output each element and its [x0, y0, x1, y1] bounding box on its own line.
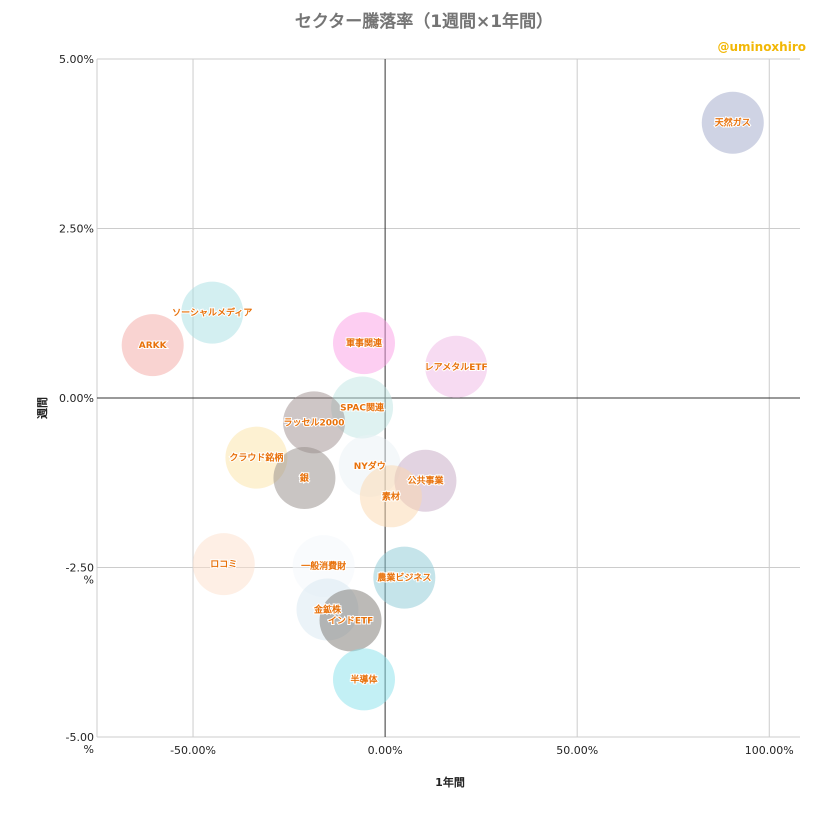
- bubble-label: クラウド銘柄: [229, 452, 283, 464]
- bubble-point: [701, 91, 764, 154]
- bubble-label: ソーシャルメディア: [172, 307, 252, 319]
- bubble-label: SPAC関連: [340, 401, 385, 413]
- bubble-label: ロコミ: [210, 559, 237, 570]
- bubble-label: レアメタルETF: [425, 361, 488, 373]
- x-tick-label: -50.00%: [170, 744, 216, 757]
- x-tick-label: 50.00%: [556, 744, 598, 757]
- y-tick-label-unit: %: [84, 743, 94, 756]
- bubble-label: 半導体: [350, 673, 378, 685]
- bubble-label: ARKK: [139, 341, 168, 351]
- bubble-label: 天然ガス: [715, 117, 751, 129]
- bubbles: [121, 91, 764, 711]
- bubble-label: ラッセル2000: [284, 417, 345, 428]
- bubble-point: [359, 465, 422, 528]
- bubble-point: [192, 533, 255, 596]
- bubble-label: 軍事関連: [346, 337, 383, 349]
- y-axis-label: 週間: [35, 397, 49, 419]
- tick-labels: 5.00%2.50%0.00%-2.50%-5.00% -50.00% 0.00% 5…: [59, 53, 794, 757]
- bubble-label: 農業ビジネス: [377, 572, 431, 584]
- bubble-point: [373, 546, 436, 609]
- bubble-point: [332, 648, 395, 711]
- bubble-label: 一般消費財: [301, 560, 346, 572]
- bubble-label: 銀: [300, 472, 309, 484]
- bubble-point: [181, 281, 244, 344]
- bubble-label: インドETF: [328, 615, 373, 626]
- bubble-label: 公共事業: [407, 475, 444, 487]
- bubble-point: [121, 314, 184, 377]
- bubble-label: NYダウ: [354, 460, 386, 472]
- y-tick-label: 2.50%: [59, 223, 94, 236]
- bubble-point: [331, 376, 394, 439]
- y-tick-label: -5.00: [66, 731, 94, 744]
- bubble-label: 金鉱株: [313, 604, 342, 616]
- x-axis-label: 1年間: [435, 775, 465, 789]
- y-tick-label: 0.00%: [59, 392, 94, 405]
- bubble-point: [283, 391, 346, 454]
- bubble-label: 素材: [382, 490, 400, 502]
- chart-title: セクター騰落率（1週間×1年間）: [295, 11, 553, 32]
- x-tick-label: 100.00%: [745, 744, 794, 757]
- x-tick-label: 0.00%: [368, 744, 403, 757]
- y-tick-label-unit: %: [84, 574, 94, 587]
- bubble-point: [425, 335, 488, 398]
- y-tick-label: -2.50: [66, 562, 94, 575]
- bubble-point: [332, 312, 395, 375]
- bubble-point: [273, 447, 336, 510]
- y-tick-label: 5.00%: [59, 53, 94, 66]
- bubble-point: [225, 426, 288, 489]
- credit-handle: @uminoxhiro: [717, 40, 806, 54]
- bubble-point: [319, 589, 382, 652]
